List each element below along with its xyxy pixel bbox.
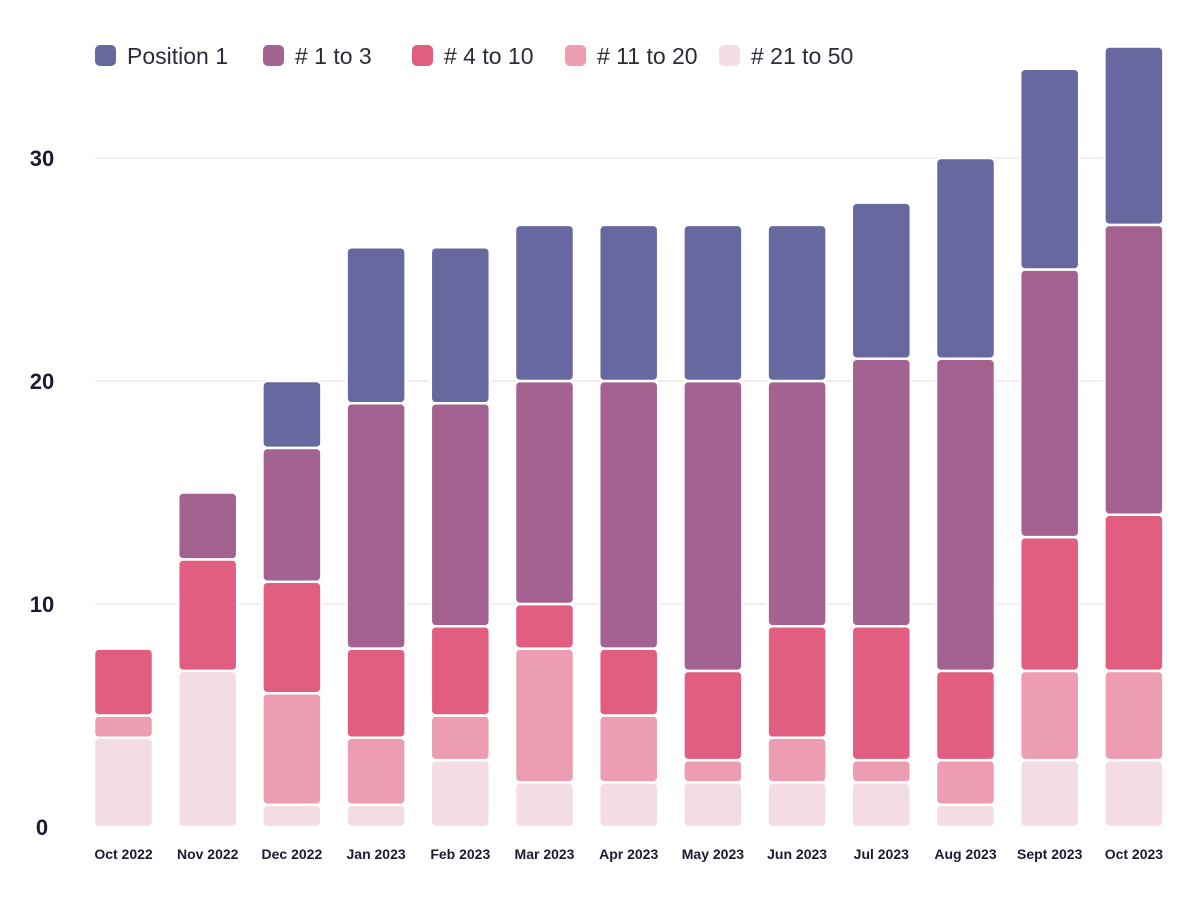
bar-mar-2023-4-to-10	[513, 602, 576, 650]
bar-jul-2023-position-1	[850, 201, 913, 360]
bar-may-2023-4-to-10	[682, 669, 744, 762]
bar-sept-2023-11-to-20	[1018, 669, 1081, 762]
legend-label-1-to-3: # 1 to 3	[295, 43, 372, 69]
bar-aug-2023-21-to-50	[934, 803, 997, 829]
bar-may-2023-11-to-20	[682, 758, 744, 784]
bar-oct-2022-21-to-50	[92, 736, 155, 829]
x-tick-label-jul-2023: Jul 2023	[854, 846, 909, 862]
x-tick-label-oct-2023: Oct 2023	[1105, 846, 1164, 862]
legend-label-11-to-20: # 11 to 20	[597, 43, 698, 69]
y-tick-label-30: 30	[30, 146, 54, 171]
bar-aug-2023-4-to-10	[934, 669, 997, 762]
bar-may-2023-position-1	[682, 223, 744, 383]
x-tick-label-may-2023: May 2023	[682, 846, 744, 862]
legend-label-position-1: Position 1	[127, 43, 228, 69]
bar-dec-2022-position-1	[261, 379, 323, 450]
bar-jan-2023-21-to-50	[345, 803, 407, 829]
y-tick-label-20: 20	[30, 369, 54, 394]
bar-dec-2022-4-to-10	[261, 580, 323, 695]
bar-sept-2023-position-1	[1018, 67, 1081, 271]
bar-oct-2023-position-1	[1103, 45, 1165, 227]
x-tick-label-oct-2022: Oct 2022	[94, 846, 153, 862]
bar-jun-2023-21-to-50	[766, 781, 828, 829]
bar-apr-2023-4-to-10	[597, 647, 660, 717]
bar-oct-2022-4-to-10	[92, 647, 155, 717]
bar-feb-2023-position-1	[429, 245, 492, 405]
bar-feb-2023-1-to-3	[429, 402, 492, 628]
bar-may-2023-21-to-50	[682, 781, 744, 829]
legend-label-21-to-50: # 21 to 50	[751, 43, 853, 69]
bar-nov-2022-21-to-50	[176, 669, 239, 829]
bar-dec-2022-21-to-50	[261, 803, 323, 829]
bar-jan-2023-1-to-3	[345, 402, 407, 650]
bar-jun-2023-position-1	[766, 223, 828, 383]
x-axis: Oct 2022 Nov 2022 Dec 2022 Jan 2023 Feb 2023…	[94, 846, 1163, 862]
x-tick-label-sept-2023: Sept 2023	[1017, 846, 1083, 862]
bar-nov-2022-1-to-3	[176, 491, 239, 561]
x-tick-label-mar-2023: Mar 2023	[515, 846, 575, 862]
legend-swatch-11-to-20	[565, 45, 586, 66]
legend: Position 1 # 1 to 3 # 4 to 10 # 11 to 20 # 2…	[95, 43, 853, 69]
bar-jul-2023-21-to-50	[850, 781, 913, 829]
bar-mar-2023-21-to-50	[513, 781, 576, 829]
bar-jun-2023-11-to-20	[766, 736, 828, 784]
x-tick-label-aug-2023: Aug 2023	[934, 846, 996, 862]
legend-swatch-21-to-50	[719, 45, 740, 66]
bar-jun-2023-4-to-10	[766, 625, 828, 740]
bar-apr-2023-position-1	[597, 223, 660, 383]
bar-oct-2022-11-to-20	[92, 714, 155, 740]
x-tick-label-jun-2023: Jun 2023	[767, 846, 827, 862]
bar-feb-2023-21-to-50	[429, 758, 492, 829]
y-tick-label-0: 0	[36, 815, 48, 840]
bar-jan-2023-position-1	[345, 245, 407, 405]
bar-sept-2023-1-to-3	[1018, 268, 1081, 539]
legend-swatch-position-1	[95, 45, 116, 66]
bar-mar-2023-1-to-3	[513, 379, 576, 606]
bar-aug-2023-position-1	[934, 156, 997, 360]
x-tick-label-feb-2023: Feb 2023	[430, 846, 490, 862]
bar-aug-2023-1-to-3	[934, 357, 997, 673]
bar-oct-2023-4-to-10	[1103, 513, 1165, 673]
bar-aug-2023-11-to-20	[934, 758, 997, 806]
bar-jun-2023-1-to-3	[766, 379, 828, 628]
bar-sept-2023-4-to-10	[1018, 535, 1081, 673]
bar-nov-2022-4-to-10	[176, 558, 239, 673]
legend-swatch-1-to-3	[263, 45, 284, 66]
bar-dec-2022-11-to-20	[261, 691, 323, 806]
bar-jul-2023-1-to-3	[850, 357, 913, 628]
bar-mar-2023-position-1	[513, 223, 576, 383]
bar-apr-2023-1-to-3	[597, 379, 660, 650]
bar-jan-2023-4-to-10	[345, 647, 407, 740]
legend-swatch-4-to-10	[412, 45, 433, 66]
bar-apr-2023-11-to-20	[597, 714, 660, 784]
bar-feb-2023-4-to-10	[429, 625, 492, 717]
bar-dec-2022-1-to-3	[261, 446, 323, 583]
bar-jul-2023-11-to-20	[850, 758, 913, 784]
legend-label-4-to-10: # 4 to 10	[444, 43, 534, 69]
bar-mar-2023-11-to-20	[513, 647, 576, 784]
bar-oct-2023-21-to-50	[1103, 758, 1165, 829]
x-tick-label-apr-2023: Apr 2023	[599, 846, 658, 862]
y-axis: 0 10 20 30	[30, 146, 54, 840]
bar-apr-2023-21-to-50	[597, 781, 660, 829]
bar-oct-2023-1-to-3	[1103, 223, 1165, 517]
bar-sept-2023-21-to-50	[1018, 758, 1081, 829]
x-tick-label-dec-2022: Dec 2022	[262, 846, 323, 862]
bar-feb-2023-11-to-20	[429, 714, 492, 762]
bars	[92, 45, 1165, 829]
bar-jan-2023-11-to-20	[345, 736, 407, 806]
bar-oct-2023-11-to-20	[1103, 669, 1165, 762]
x-tick-label-nov-2022: Nov 2022	[177, 846, 239, 862]
bar-may-2023-1-to-3	[682, 379, 744, 673]
y-tick-label-10: 10	[30, 592, 54, 617]
bar-jul-2023-4-to-10	[850, 625, 913, 762]
x-tick-label-jan-2023: Jan 2023	[347, 846, 406, 862]
